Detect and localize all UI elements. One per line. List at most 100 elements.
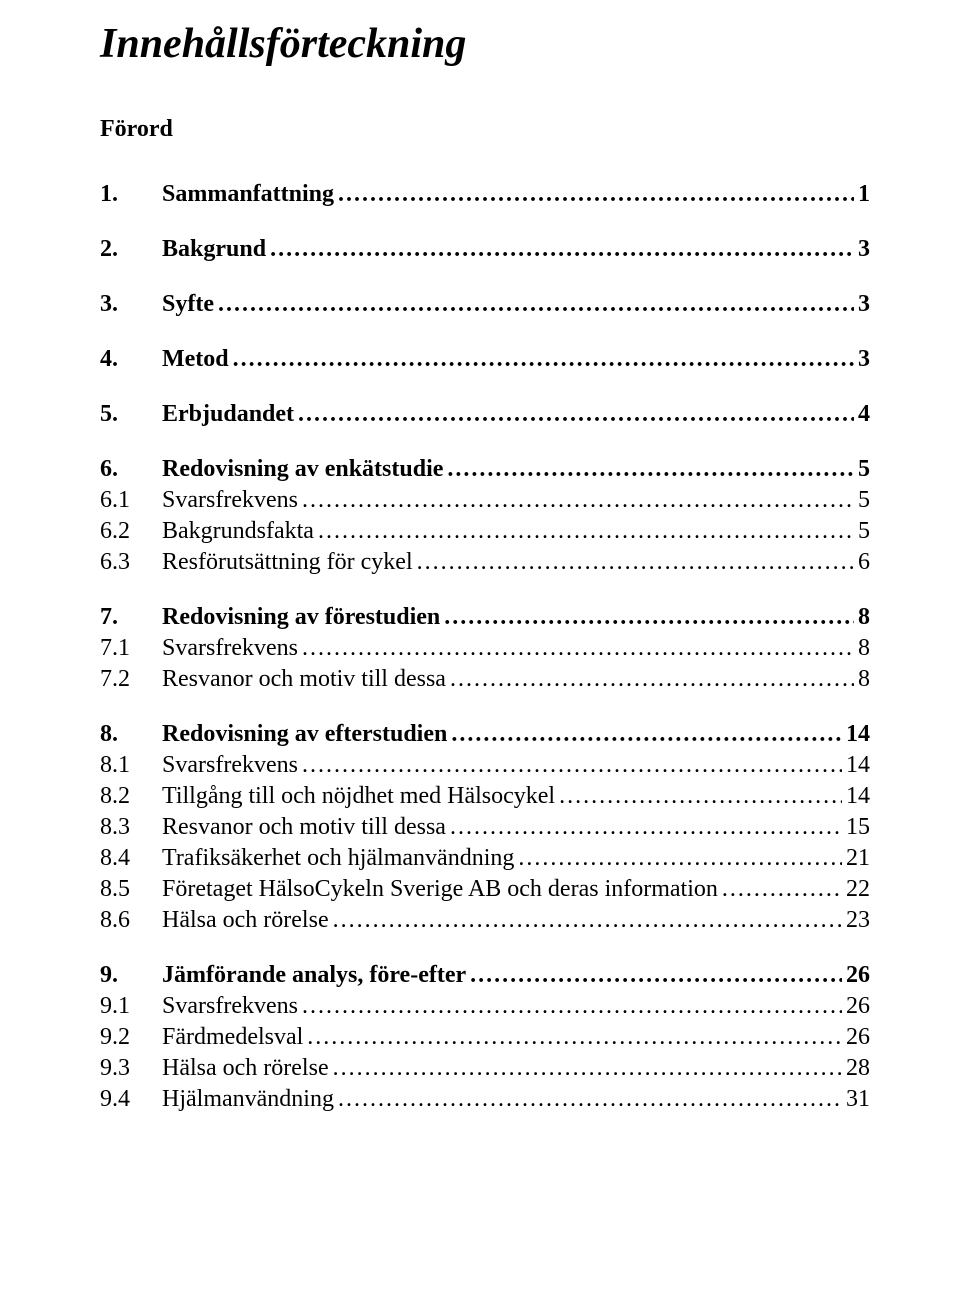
toc-entry-page: 14 — [842, 752, 870, 779]
toc-dot-leader — [466, 962, 842, 989]
toc-entry-number: 8.6 — [100, 907, 162, 934]
toc-dot-leader — [440, 604, 854, 631]
toc-entry-page: 14 — [842, 721, 870, 748]
toc-entry-label: Hälsa och rörelse — [162, 907, 329, 934]
toc-entry-page: 26 — [842, 962, 870, 989]
toc-entry-page: 26 — [842, 993, 870, 1020]
toc-entry: 9.3Hälsa och rörelse 28 — [100, 1055, 870, 1082]
toc-entry-label: Svarsfrekvens — [162, 635, 298, 662]
toc-entry: 8.Redovisning av efterstudien 14 — [100, 721, 870, 748]
toc-entry-number: 9.4 — [100, 1086, 162, 1113]
toc-entry-number: 6. — [100, 456, 162, 483]
foreword-heading: Förord — [100, 116, 870, 143]
toc-entry-label: Färdmedelsval — [162, 1024, 303, 1051]
toc-entry-number: 6.3 — [100, 549, 162, 576]
toc-entry-number: 3. — [100, 291, 162, 318]
toc-dot-leader — [413, 549, 854, 576]
toc-entry-page: 6 — [854, 549, 870, 576]
toc-entry: 6.3Resförutsättning för cykel6 — [100, 549, 870, 576]
toc-entry-label: Syfte — [162, 291, 214, 318]
toc-dot-leader — [298, 752, 842, 779]
toc-entry: 9.2Färdmedelsval26 — [100, 1024, 870, 1051]
toc-entry-label: Svarsfrekvens — [162, 487, 298, 514]
toc-entry-number: 6.2 — [100, 518, 162, 545]
toc-entry: 3.Syfte3 — [100, 291, 870, 318]
toc-entry-label: Hälsa och rörelse — [162, 1055, 329, 1082]
toc-entry: 8.1Svarsfrekvens 14 — [100, 752, 870, 779]
toc-entry-page: 3 — [854, 346, 870, 373]
toc-dot-leader — [266, 236, 854, 263]
toc-entry-page: 4 — [854, 401, 870, 428]
page-title: Innehållsförteckning — [100, 20, 870, 68]
toc-entry-number: 9.2 — [100, 1024, 162, 1051]
toc-dot-leader — [329, 1055, 842, 1082]
toc-entry: 6.1Svarsfrekvens 5 — [100, 487, 870, 514]
toc-entry-label: Företaget HälsoCykeln Sverige AB och der… — [162, 876, 718, 903]
toc-entry-page: 15 — [842, 814, 870, 841]
toc-entry-number: 9.3 — [100, 1055, 162, 1082]
toc-entry-number: 2. — [100, 236, 162, 263]
toc-entry-number: 9.1 — [100, 993, 162, 1020]
toc-dot-leader — [298, 993, 842, 1020]
toc-entry-label: Resvanor och motiv till dessa — [162, 814, 446, 841]
toc-entry: 8.3Resvanor och motiv till dessa15 — [100, 814, 870, 841]
toc-entry-label: Redovisning av efterstudien — [162, 721, 447, 748]
toc-dot-leader — [298, 635, 854, 662]
toc-dot-leader — [214, 291, 854, 318]
toc-entry: 7.1Svarsfrekvens8 — [100, 635, 870, 662]
toc-entry: 8.4Trafiksäkerhet och hjälmanvändning21 — [100, 845, 870, 872]
toc-entry: 8.2Tillgång till och nöjdhet med Hälsocy… — [100, 783, 870, 810]
toc-dot-leader — [294, 401, 854, 428]
toc-entry-number: 8.4 — [100, 845, 162, 872]
toc-entry-page: 3 — [854, 236, 870, 263]
toc-entry-label: Redovisning av förestudien — [162, 604, 440, 631]
toc-dot-leader — [446, 814, 842, 841]
toc-entry-number: 8. — [100, 721, 162, 748]
toc-entry-page: 14 — [842, 783, 870, 810]
toc-entry: 4.Metod 3 — [100, 346, 870, 373]
toc-entry-number: 5. — [100, 401, 162, 428]
toc-entry-label: Redovisning av enkätstudie — [162, 456, 443, 483]
toc-dot-leader — [303, 1024, 842, 1051]
toc-dot-leader — [334, 1086, 842, 1113]
toc-entry-page: 28 — [842, 1055, 870, 1082]
toc-dot-leader — [555, 783, 842, 810]
toc-entry-page: 5 — [854, 456, 870, 483]
toc-entry-page: 8 — [854, 635, 870, 662]
toc-entry-label: Metod — [162, 346, 229, 373]
toc-dot-leader — [329, 907, 842, 934]
toc-entry-number: 7. — [100, 604, 162, 631]
toc-entry: 9.4Hjälmanvändning31 — [100, 1086, 870, 1113]
toc-entry: 6.2Bakgrundsfakta5 — [100, 518, 870, 545]
toc-entry: 8.6Hälsa och rörelse 23 — [100, 907, 870, 934]
toc-entry-page: 1 — [854, 181, 870, 208]
toc-entry-label: Sammanfattning — [162, 181, 334, 208]
toc-entry-page: 5 — [854, 487, 870, 514]
toc-dot-leader — [229, 346, 854, 373]
toc-entry-label: Trafiksäkerhet och hjälmanvändning — [162, 845, 514, 872]
toc-entry: 8.5Företaget HälsoCykeln Sverige AB och … — [100, 876, 870, 903]
toc-dot-leader — [314, 518, 854, 545]
toc-entry-number: 9. — [100, 962, 162, 989]
toc-entry-label: Erbjudandet — [162, 401, 294, 428]
toc-entry-label: Tillgång till och nöjdhet med Hälsocykel — [162, 783, 555, 810]
toc-entry: 2.Bakgrund3 — [100, 236, 870, 263]
toc-entry-page: 8 — [854, 666, 870, 693]
toc-entry-number: 1. — [100, 181, 162, 208]
toc-entry: 6.Redovisning av enkätstudie 5 — [100, 456, 870, 483]
toc-entry-label: Svarsfrekvens — [162, 752, 298, 779]
toc-entry: 9.Jämförande analys, före-efter26 — [100, 962, 870, 989]
table-of-contents: 1.Sammanfattning12.Bakgrund33.Syfte34.Me… — [100, 181, 870, 1113]
toc-entry-label: Bakgrundsfakta — [162, 518, 314, 545]
toc-entry: 7.Redovisning av förestudien 8 — [100, 604, 870, 631]
toc-entry-number: 8.2 — [100, 783, 162, 810]
toc-entry-label: Hjälmanvändning — [162, 1086, 334, 1113]
toc-entry-number: 6.1 — [100, 487, 162, 514]
toc-entry-page: 8 — [854, 604, 870, 631]
toc-dot-leader — [334, 181, 854, 208]
toc-dot-leader — [718, 876, 842, 903]
toc-entry-number: 8.1 — [100, 752, 162, 779]
toc-entry-page: 23 — [842, 907, 870, 934]
toc-entry-number: 7.2 — [100, 666, 162, 693]
toc-entry-number: 4. — [100, 346, 162, 373]
